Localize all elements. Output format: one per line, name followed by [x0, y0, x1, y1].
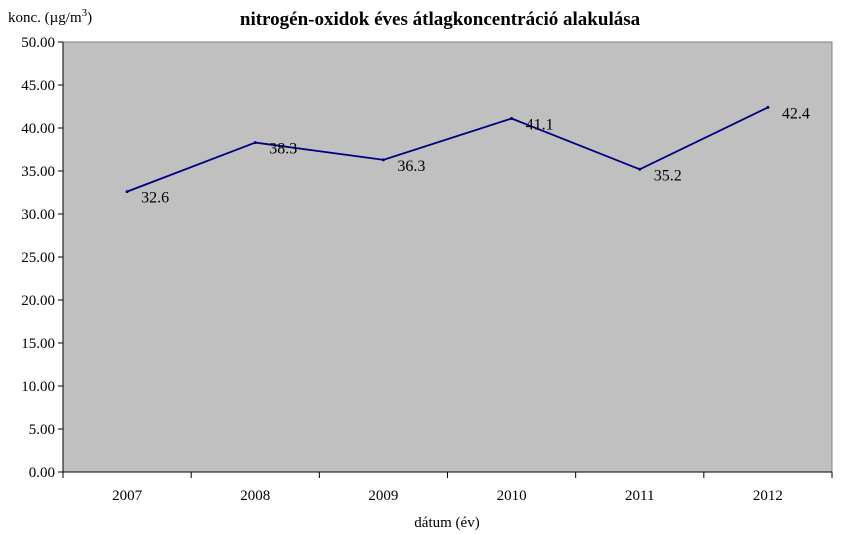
y-tick-label: 10.00 — [21, 379, 55, 395]
data-point — [766, 105, 770, 109]
plot-area — [62, 41, 833, 473]
y-tick-label: 45.00 — [21, 78, 55, 94]
x-tick-label: 2011 — [625, 488, 654, 504]
data-point — [638, 167, 642, 171]
y-tick-label: 25.00 — [21, 250, 55, 266]
y-axis-label-text: konc. (µg/m — [8, 10, 82, 26]
y-tick-label: 5.00 — [29, 422, 55, 438]
x-tick-label: 2007 — [112, 488, 143, 504]
data-labels: 32.6 38.3 36.3 41.1 35.2 42.4 — [125, 105, 810, 207]
data-point — [381, 158, 385, 162]
y-tick-label: 15.00 — [21, 336, 55, 352]
y-axis-label-close: ) — [87, 10, 92, 26]
data-label: 36.3 — [397, 158, 425, 175]
y-tick-label: 30.00 — [21, 207, 55, 223]
data-point — [125, 190, 129, 194]
x-tick-label: 2009 — [368, 488, 398, 504]
y-tick-label: 50.00 — [21, 35, 55, 51]
chart-title: nitrogén-oxidok éves átlagkoncentráció a… — [240, 9, 641, 30]
y-axis: 0.00 5.00 10.00 15.00 20.00 25.00 30.00 35.00 40… — [21, 35, 64, 481]
data-point — [510, 117, 514, 121]
data-label: 32.6 — [141, 190, 169, 207]
x-tick-label: 2012 — [753, 488, 783, 504]
y-tick-label: 0.00 — [29, 465, 55, 481]
data-label: 38.3 — [269, 141, 297, 158]
x-tick-label: 2008 — [240, 488, 270, 504]
data-label: 35.2 — [654, 167, 682, 184]
y-axis-label: konc. (µg/m3) — [8, 7, 92, 26]
y-tick-label: 40.00 — [21, 121, 55, 137]
data-label: 42.4 — [782, 105, 810, 122]
y-tick-label: 35.00 — [21, 164, 55, 180]
y-tick-label: 20.00 — [21, 293, 55, 309]
series-line — [126, 106, 769, 193]
x-tick-label: 2010 — [497, 488, 527, 504]
x-axis-label: dátum (év) — [414, 515, 479, 531]
data-point — [253, 141, 257, 145]
x-axis: 2007 2008 2009 2010 2011 2012 — [62, 471, 833, 504]
data-label: 41.1 — [526, 117, 554, 134]
y-axis-label-superscript: 3 — [82, 7, 88, 19]
